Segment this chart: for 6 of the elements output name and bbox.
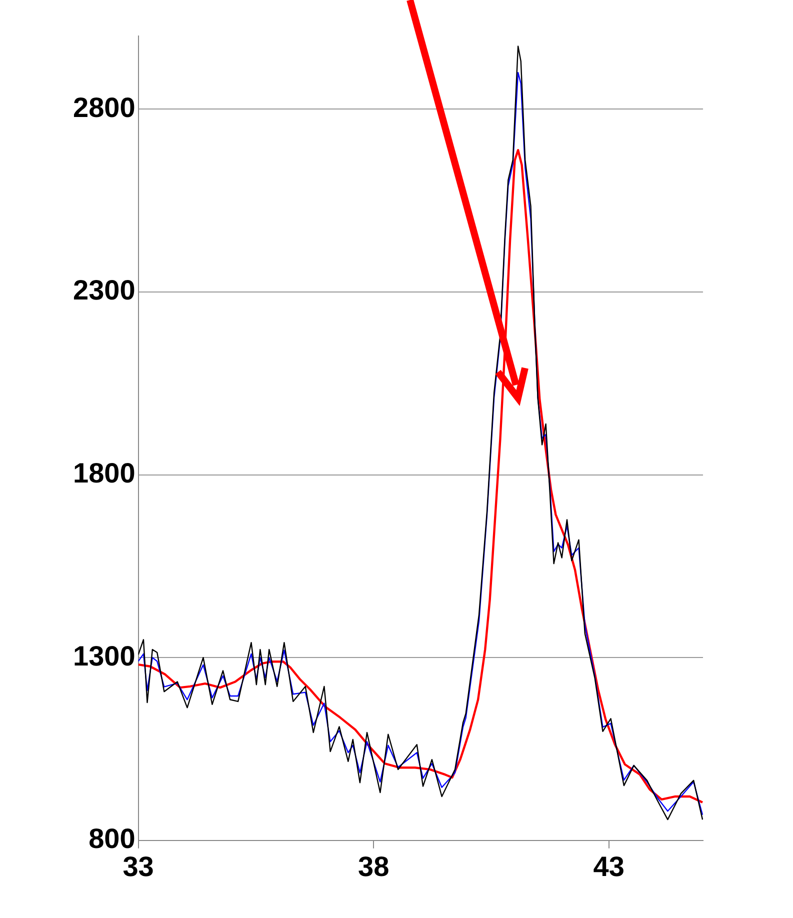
y-tick-label: 1800 [72,457,136,488]
y-tick-label: 2300 [72,274,136,306]
x-tick-label: 38 [358,850,390,882]
y-tick-label: 2800 [72,92,136,123]
y-tick-label: 1300 [72,640,136,672]
x-tick-label: 43 [593,850,624,882]
